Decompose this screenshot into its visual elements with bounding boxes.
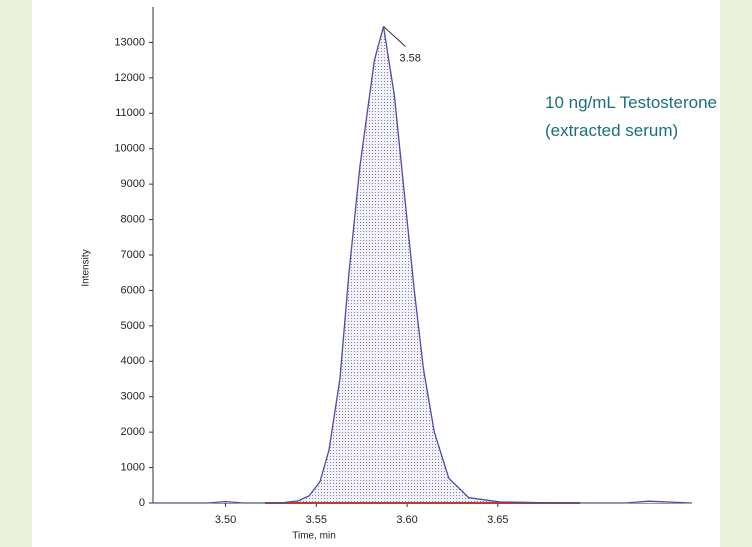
x-axis-label: Time, min [292,531,336,542]
y-tick-label: 9000 [121,178,145,190]
annotation: 10 ng/mL Testosterone [545,93,717,112]
annotation: (extracted serum) [545,121,678,140]
y-tick-label: 13000 [114,36,145,48]
trace-line [153,26,693,504]
peak-label: 3.58 [399,52,420,64]
y-tick-label: 10000 [114,143,145,155]
x-tick-label: 3.60 [396,514,417,526]
peak-leader [383,26,406,47]
y-tick-label: 2000 [121,426,145,438]
x-tick-label: 3.50 [215,514,236,526]
y-tick-label: 6000 [121,284,145,296]
y-tick-label: 7000 [121,249,145,261]
x-tick-label: 3.55 [306,514,327,526]
y-tick-label: 4000 [121,355,145,367]
peak-area [153,26,692,503]
y-tick-label: 11000 [115,107,145,119]
y-tick-label: 0 [139,497,145,509]
y-tick-label: 12000 [114,72,145,84]
y-tick-label: 1000 [121,461,145,473]
y-tick-label: 3000 [121,391,145,403]
y-tick-label: 8000 [121,213,145,225]
y-tick-label: 5000 [121,320,145,332]
x-tick-label: 3.65 [487,514,508,526]
y-axis-label: Intensity [81,249,92,286]
